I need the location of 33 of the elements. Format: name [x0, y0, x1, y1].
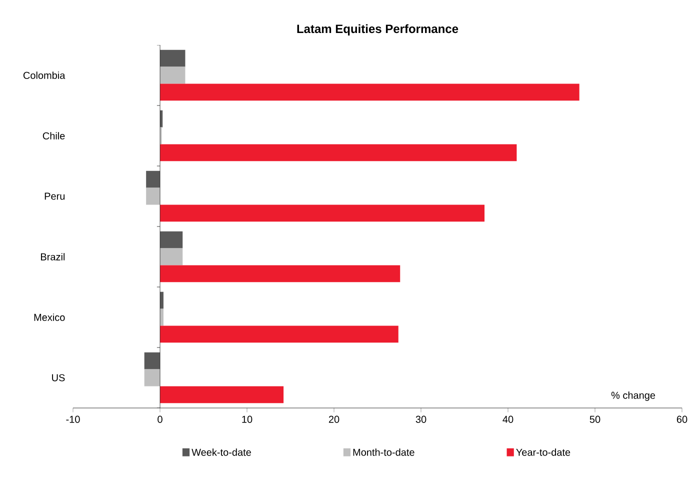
bar: [160, 248, 183, 266]
bar: [160, 144, 517, 162]
x-tick-label: -10: [66, 416, 80, 423]
x-tick-label: 40: [502, 416, 514, 423]
x-tick-label: 50: [590, 416, 600, 423]
y-tick-label: Chile: [42, 132, 65, 140]
legend-label: Month-to-date: [353, 448, 414, 456]
bar: [146, 170, 160, 188]
legend-label: Week-to-date: [192, 448, 251, 456]
y-tick-label: Mexico: [34, 314, 65, 321]
x-tick-label: 20: [328, 416, 340, 423]
y-tick-label: Brazil: [41, 253, 65, 260]
x-axis-title: % change: [611, 392, 656, 401]
x-tick-label: 0: [158, 416, 162, 423]
legend-label: Year-to-date: [516, 448, 570, 456]
bar: [160, 231, 183, 248]
bar: [160, 326, 398, 343]
x-tick-label: 30: [416, 416, 426, 423]
bar: [144, 369, 160, 386]
bar: [144, 352, 160, 370]
y-tick-label: US: [52, 374, 65, 382]
bar: [160, 204, 485, 222]
bar: [146, 188, 160, 205]
chart-title: Latam Equities Performance: [297, 24, 458, 36]
x-tick-label: 60: [676, 416, 688, 423]
bar: [160, 66, 186, 84]
bar: [160, 84, 580, 101]
x-tick-label: 10: [242, 416, 252, 423]
bar: [160, 386, 284, 404]
y-tick-label: Colombia: [23, 72, 66, 79]
y-tick-label: Peru: [44, 192, 65, 200]
bar: [160, 50, 186, 67]
bar: [160, 265, 400, 282]
